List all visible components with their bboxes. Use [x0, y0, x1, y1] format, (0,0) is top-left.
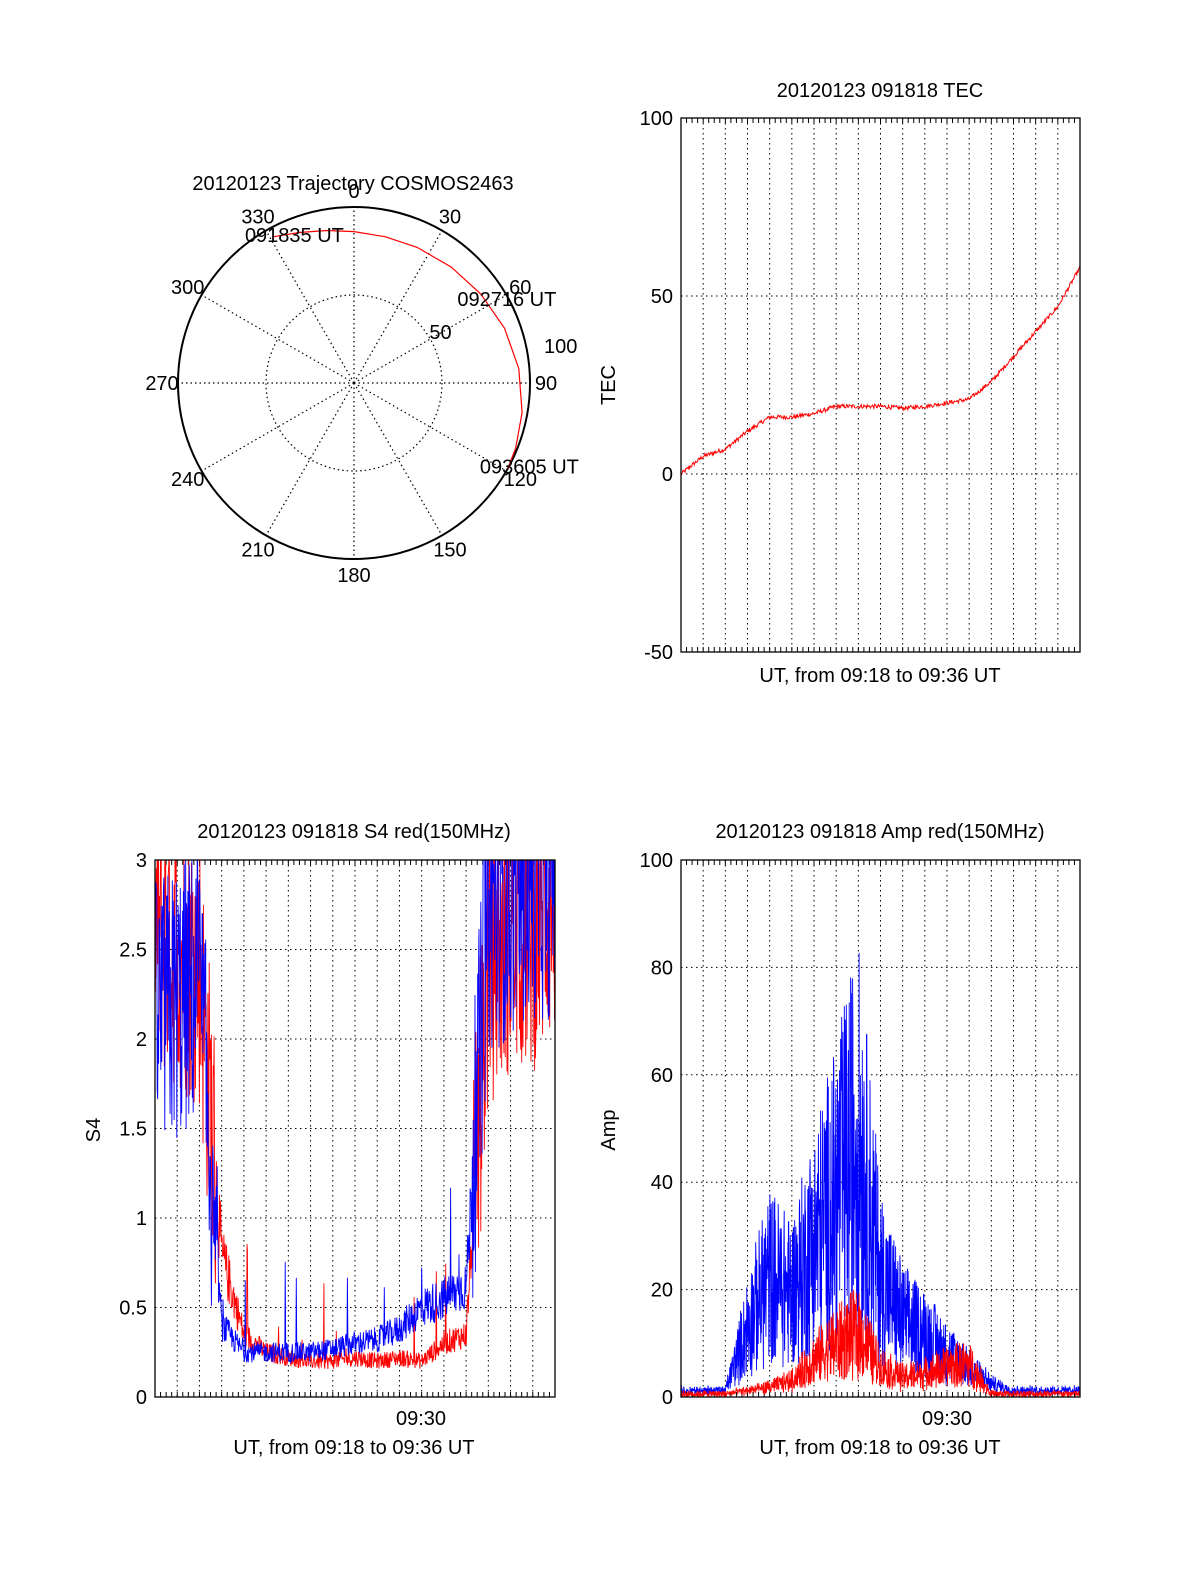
polar-angle-label: 180 — [337, 565, 370, 587]
polar-angle-label: 0 — [348, 181, 359, 203]
polar-angle-label: 330 — [241, 207, 274, 229]
y-tick-label: 80 — [651, 957, 673, 979]
amp-ylabel: Amp — [598, 1109, 620, 1150]
polar-angle-label: 90 — [535, 373, 557, 395]
tec-panel: 20120123 091818 TEC UT, from 09:18 to 09… — [598, 80, 1081, 687]
trajectory-time-label: 093605 UT — [480, 456, 579, 478]
s4-ylabel: S4 — [83, 1118, 105, 1142]
polar-angle-label: 270 — [145, 373, 178, 395]
tec-xlabel: UT, from 09:18 to 09:36 UT — [759, 665, 1000, 687]
polar-angle-label: 240 — [171, 469, 204, 491]
y-tick-label: 50 — [651, 286, 673, 308]
polar-ring — [265, 294, 443, 472]
polar-spoke — [201, 294, 355, 384]
y-tick-label: 60 — [651, 1065, 673, 1087]
s4-series-blue — [155, 860, 555, 1364]
tec-series-line — [680, 265, 1081, 476]
polar-angle-label: 30 — [439, 207, 461, 229]
s4-panel: 20120123 091818 S4 red(150MHz) UT, from … — [83, 821, 556, 1459]
polar-angle-label: 60 — [509, 277, 531, 299]
tec-title: 20120123 091818 TEC — [777, 80, 983, 102]
polar-angle-label: 300 — [171, 277, 204, 299]
amp-xtick-label: 09:30 — [922, 1408, 972, 1430]
plot-frame — [680, 117, 1081, 653]
y-tick-label: 20 — [651, 1280, 673, 1302]
polar-spoke — [265, 230, 355, 384]
polar-angle-label: 150 — [433, 539, 466, 561]
y-tick-label: 0 — [136, 1387, 147, 1409]
y-tick-label: 0 — [662, 464, 673, 486]
y-tick-label: 100 — [640, 108, 673, 130]
y-tick-label: -50 — [644, 642, 673, 664]
amp-xlabel: UT, from 09:18 to 09:36 UT — [759, 1437, 1000, 1459]
trajectory-time-label: 092716 UT — [457, 289, 556, 311]
trajectory-path — [272, 229, 523, 469]
y-tick-label: 0.5 — [119, 1298, 147, 1320]
polar-spoke — [353, 382, 443, 536]
polar-angle-label: 210 — [241, 539, 274, 561]
y-tick-label: 100 — [640, 850, 673, 872]
y-tick-label: 3 — [136, 850, 147, 872]
y-tick-label: 2.5 — [119, 940, 147, 962]
polar-angle-label: 120 — [504, 469, 537, 491]
amp-series-red — [681, 1289, 1080, 1397]
polar-spoke — [265, 382, 355, 536]
trajectory-title: 20120123 Trajectory COSMOS2463 — [192, 173, 513, 195]
y-tick-label: 40 — [651, 1172, 673, 1194]
y-tick-label: 1.5 — [119, 1119, 147, 1141]
y-tick-label: 1 — [136, 1208, 147, 1230]
trajectory-time-label: 091835 UT — [245, 225, 344, 247]
s4-series-red — [155, 860, 555, 1370]
s4-xtick-label: 09:30 — [396, 1408, 446, 1430]
s4-title: 20120123 091818 S4 red(150MHz) — [197, 821, 511, 843]
y-tick-label: 2 — [136, 1029, 147, 1051]
y-tick-label: 0 — [662, 1387, 673, 1409]
amp-title: 20120123 091818 Amp red(150MHz) — [715, 821, 1044, 843]
amp-panel: 20120123 091818 Amp red(150MHz) UT, from… — [598, 821, 1081, 1459]
plot-frame — [154, 859, 556, 1398]
polar-ring-label: 100 — [544, 336, 577, 358]
plot-frame — [680, 859, 1081, 1398]
tec-ylabel: TEC — [598, 365, 620, 405]
s4-xlabel: UT, from 09:18 to 09:36 UT — [233, 1437, 474, 1459]
amp-series-blue — [681, 952, 1080, 1397]
trajectory-panel: 20120123 Trajectory COSMOS2463 501000306… — [145, 173, 579, 587]
